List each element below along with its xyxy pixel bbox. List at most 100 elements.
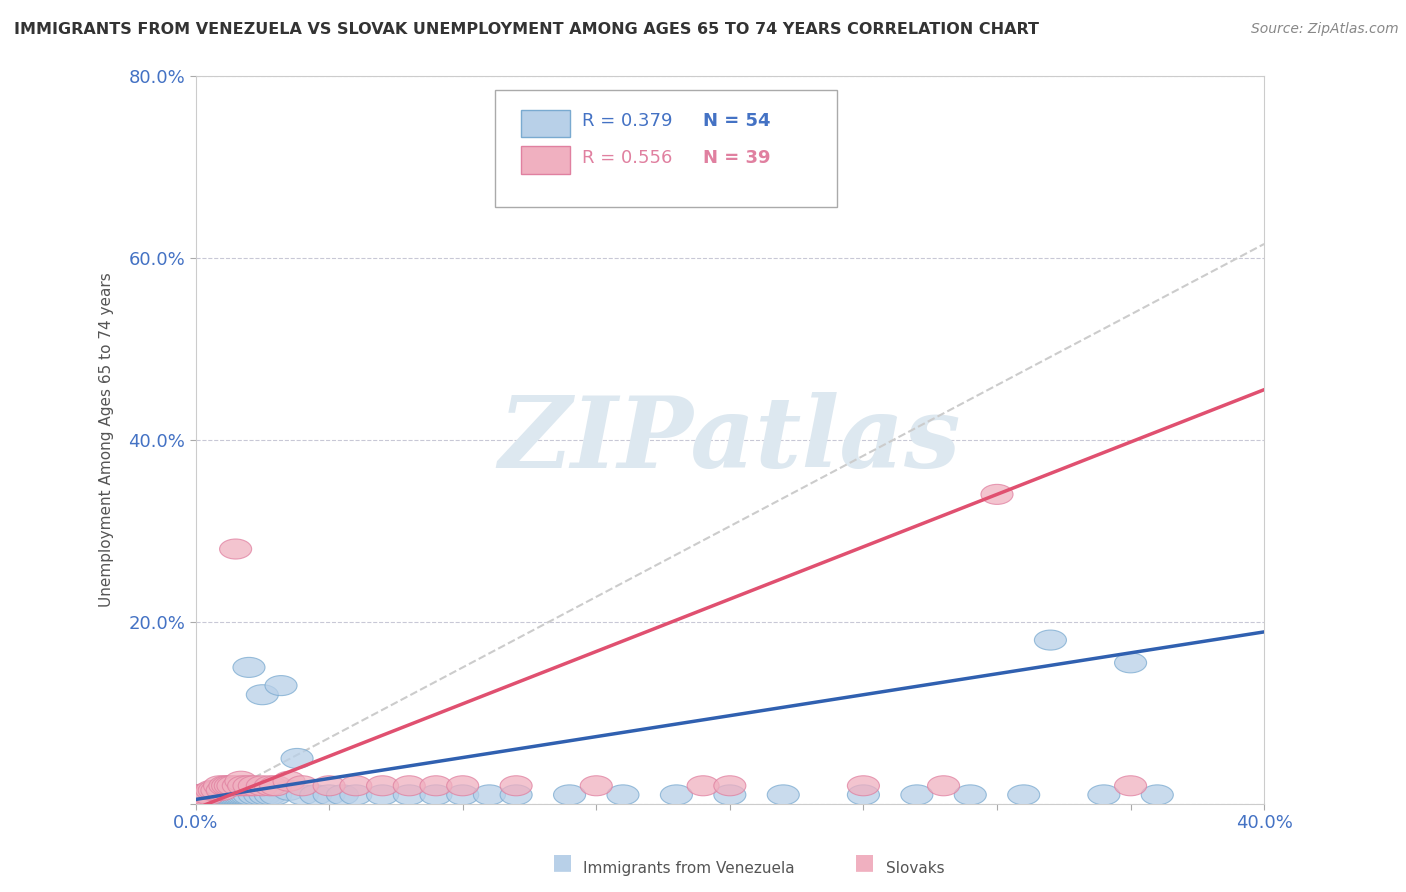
Ellipse shape (222, 785, 254, 805)
Ellipse shape (195, 780, 228, 800)
Ellipse shape (249, 785, 281, 805)
Ellipse shape (955, 785, 986, 805)
Ellipse shape (246, 685, 278, 705)
Ellipse shape (201, 780, 233, 800)
Ellipse shape (184, 785, 217, 805)
Ellipse shape (187, 785, 219, 805)
Ellipse shape (1115, 776, 1147, 796)
Ellipse shape (287, 785, 318, 805)
Ellipse shape (228, 776, 260, 796)
Ellipse shape (901, 785, 932, 805)
Ellipse shape (217, 785, 249, 805)
Ellipse shape (501, 776, 531, 796)
Ellipse shape (768, 785, 799, 805)
Ellipse shape (211, 785, 243, 805)
Ellipse shape (394, 785, 425, 805)
Ellipse shape (222, 776, 254, 796)
Ellipse shape (198, 785, 231, 805)
Ellipse shape (207, 785, 238, 805)
Ellipse shape (198, 780, 231, 800)
FancyBboxPatch shape (495, 90, 837, 207)
Text: R = 0.379: R = 0.379 (582, 112, 673, 130)
Ellipse shape (394, 776, 425, 796)
Ellipse shape (214, 776, 246, 796)
Ellipse shape (260, 785, 291, 805)
Ellipse shape (214, 785, 246, 805)
Ellipse shape (607, 785, 638, 805)
Ellipse shape (928, 776, 959, 796)
Ellipse shape (183, 785, 214, 805)
Ellipse shape (688, 776, 718, 796)
FancyBboxPatch shape (522, 110, 569, 137)
Ellipse shape (314, 785, 344, 805)
Ellipse shape (219, 539, 252, 559)
Text: R = 0.556: R = 0.556 (582, 149, 672, 167)
Ellipse shape (273, 772, 305, 791)
Text: N = 54: N = 54 (703, 112, 770, 130)
Ellipse shape (340, 776, 371, 796)
Ellipse shape (367, 776, 398, 796)
Text: N = 39: N = 39 (703, 149, 770, 167)
Ellipse shape (183, 785, 214, 805)
Ellipse shape (193, 783, 225, 803)
Ellipse shape (225, 772, 257, 791)
Ellipse shape (201, 785, 233, 805)
Ellipse shape (207, 780, 238, 800)
Ellipse shape (233, 776, 264, 796)
Text: IMMIGRANTS FROM VENEZUELA VS SLOVAK UNEMPLOYMENT AMONG AGES 65 TO 74 YEARS CORRE: IMMIGRANTS FROM VENEZUELA VS SLOVAK UNEM… (14, 22, 1039, 37)
Ellipse shape (314, 776, 344, 796)
Ellipse shape (238, 776, 270, 796)
Ellipse shape (474, 785, 505, 805)
Ellipse shape (211, 776, 243, 796)
Ellipse shape (1115, 653, 1147, 673)
Ellipse shape (246, 776, 278, 796)
Ellipse shape (190, 783, 222, 803)
Ellipse shape (233, 657, 264, 677)
Ellipse shape (340, 785, 371, 805)
Ellipse shape (195, 785, 228, 805)
Ellipse shape (1008, 785, 1039, 805)
Y-axis label: Unemployment Among Ages 65 to 74 years: Unemployment Among Ages 65 to 74 years (100, 272, 114, 607)
Ellipse shape (848, 776, 879, 796)
Ellipse shape (1142, 785, 1174, 805)
Ellipse shape (661, 785, 692, 805)
Ellipse shape (184, 787, 217, 806)
Ellipse shape (367, 785, 398, 805)
Ellipse shape (420, 785, 451, 805)
Ellipse shape (193, 785, 225, 805)
Text: ■: ■ (553, 853, 572, 872)
Ellipse shape (209, 776, 240, 796)
Ellipse shape (447, 785, 478, 805)
Ellipse shape (254, 785, 287, 805)
Ellipse shape (447, 776, 478, 796)
Ellipse shape (225, 785, 257, 805)
Ellipse shape (238, 785, 270, 805)
Ellipse shape (714, 785, 745, 805)
Text: ZIPatlas: ZIPatlas (499, 392, 962, 488)
Ellipse shape (273, 780, 305, 800)
Ellipse shape (217, 776, 249, 796)
Text: Immigrants from Venezuela: Immigrants from Venezuela (583, 861, 796, 876)
Ellipse shape (326, 785, 359, 805)
Ellipse shape (228, 785, 260, 805)
Ellipse shape (204, 785, 236, 805)
Ellipse shape (231, 785, 263, 805)
Ellipse shape (299, 785, 332, 805)
Ellipse shape (219, 785, 252, 805)
Ellipse shape (420, 776, 451, 796)
Ellipse shape (190, 785, 222, 805)
Ellipse shape (243, 785, 276, 805)
Ellipse shape (714, 776, 745, 796)
FancyBboxPatch shape (522, 146, 569, 174)
Ellipse shape (233, 785, 264, 805)
Ellipse shape (264, 675, 297, 696)
Ellipse shape (287, 776, 318, 796)
Ellipse shape (848, 785, 879, 805)
Text: Source: ZipAtlas.com: Source: ZipAtlas.com (1251, 22, 1399, 37)
Ellipse shape (501, 785, 531, 805)
Ellipse shape (581, 776, 612, 796)
Text: Slovaks: Slovaks (886, 861, 945, 876)
Ellipse shape (554, 785, 585, 805)
Ellipse shape (187, 785, 219, 805)
Ellipse shape (1088, 785, 1121, 805)
